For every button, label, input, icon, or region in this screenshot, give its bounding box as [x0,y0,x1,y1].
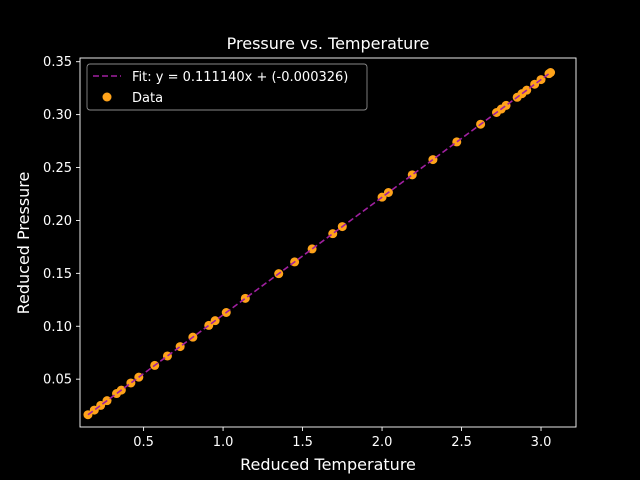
y-tick-label: 0.25 [43,161,72,176]
legend-data-swatch [102,92,112,102]
plot-area: 0.5 1.0 1.5 2.0 2.5 3.0 0.05 0.10 0.15 0.20 0.25 0.… [43,55,577,450]
x-tick-label: 2.0 [372,435,393,450]
y-tick-label: 0.20 [43,214,72,229]
y-axis-label: Reduced Pressure [14,172,33,315]
axes-frame [79,57,577,428]
x-tick-label: 2.5 [451,435,472,450]
chart-title: Pressure vs. Temperature [227,34,430,53]
x-tick-label: 1.5 [292,435,313,450]
fit-line [87,71,552,416]
y-tick-label: 0.35 [43,55,72,70]
x-tick-label: 1.0 [213,435,234,450]
x-tick-label: 3.0 [531,435,552,450]
x-axis-label: Reduced Temperature [240,455,416,474]
y-tick-label: 0.30 [43,108,72,123]
y-tick-label: 0.10 [43,320,72,335]
legend-fit-label: Fit: y = 0.111140x + (-0.000326) [132,70,348,85]
legend: Fit: y = 0.111140x + (-0.000326) Data [86,63,368,111]
y-tick-label: 0.05 [43,373,72,388]
legend-data-label: Data [132,91,163,106]
y-tick-label: 0.15 [43,267,72,282]
x-tick-label: 0.5 [133,435,154,450]
legend-box [86,63,368,111]
